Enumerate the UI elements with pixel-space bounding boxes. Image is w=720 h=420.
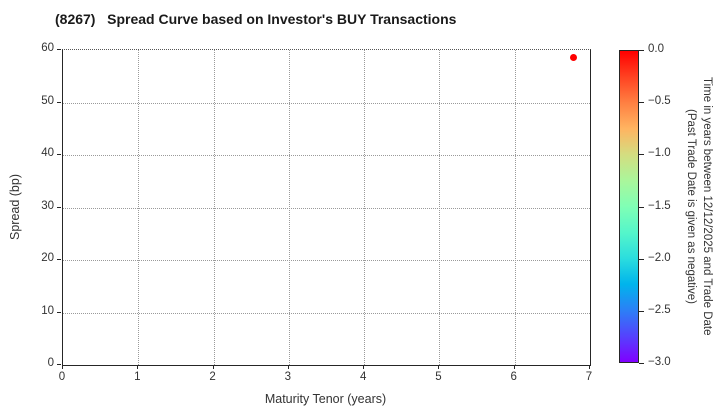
colorbar-tick-mark [639, 50, 644, 51]
y-tick-mark [57, 206, 61, 208]
colorbar-tick-mark [639, 206, 644, 208]
x-tick-mark [589, 365, 590, 369]
y-tick-mark [57, 154, 61, 155]
grid-line-vertical [213, 50, 215, 365]
grid-line-vertical [138, 50, 140, 365]
colorbar-tick-mark [639, 310, 644, 312]
colorbar-tick-mark [639, 363, 644, 364]
grid-line-horizontal [63, 312, 590, 314]
y-tick-mark [57, 101, 61, 103]
colorbar-label-line2: (Past Trade Date is given as negative) [685, 109, 697, 304]
y-tick-label: 50 [41, 94, 54, 107]
y-tick-mark [57, 259, 61, 260]
colorbar-tick-mark [639, 258, 644, 260]
x-tick-mark [438, 365, 440, 369]
grid-line-vertical [514, 50, 516, 365]
y-tick-mark [57, 49, 61, 50]
colorbar-tick-label: −1.0 [648, 147, 671, 160]
grid-line-horizontal [63, 207, 590, 209]
grid-line-vertical [288, 50, 290, 365]
y-axis-label: Spread (bp) [6, 49, 24, 364]
colorbar-tick-label: −2.5 [648, 303, 671, 316]
x-tick-mark [62, 365, 63, 369]
x-tick-label: 7 [585, 371, 593, 383]
colorbar-tick-label: −2.0 [648, 251, 671, 264]
plot-area [62, 49, 591, 366]
x-tick-label: 3 [284, 371, 292, 383]
y-tick-label: 0 [47, 357, 54, 369]
grid-line-horizontal [63, 155, 590, 156]
colorbar [619, 50, 639, 363]
x-tick-label: 1 [134, 371, 141, 383]
colorbar-tick-mark [639, 154, 644, 156]
x-tick-label: 4 [359, 371, 367, 383]
y-tick-label: 10 [41, 304, 54, 317]
y-tick-mark [57, 364, 61, 365]
colorbar-tick-label: −3.0 [648, 356, 671, 368]
y-tick-label: 60 [41, 42, 54, 54]
grid-line-vertical [439, 50, 441, 365]
x-tick-mark [363, 365, 365, 369]
chart-title: (8267) Spread Curve based on Investor's … [55, 11, 457, 27]
y-axis-label-text: Spread (bp) [8, 173, 23, 240]
x-tick-mark [287, 365, 289, 369]
data-point [570, 54, 578, 62]
grid-line-horizontal [63, 260, 590, 261]
x-tick-mark [137, 365, 139, 369]
x-tick-mark [513, 365, 515, 369]
x-tick-label: 5 [435, 371, 442, 383]
colorbar-tick-mark [639, 102, 644, 104]
colorbar-tick-label: −1.5 [648, 199, 671, 212]
colorbar-tick-label: 0.0 [648, 43, 664, 55]
colorbar-label: Time in years between 12/12/2025 and Tra… [683, 50, 715, 363]
x-tick-label: 6 [510, 371, 517, 383]
x-tick-label: 2 [209, 371, 216, 383]
grid-line-vertical [364, 50, 366, 365]
colorbar-label-line1: Time in years between 12/12/2025 and Tra… [701, 77, 713, 336]
y-tick-mark [57, 311, 61, 313]
grid-line-horizontal [63, 102, 590, 104]
y-tick-label: 40 [41, 147, 54, 159]
y-tick-label: 20 [41, 252, 54, 264]
x-tick-label: 0 [58, 371, 66, 383]
x-tick-mark [212, 365, 214, 369]
colorbar-tick-label: −0.5 [648, 95, 671, 108]
x-axis-label: Maturity Tenor (years) [264, 392, 387, 406]
y-tick-label: 30 [41, 199, 54, 212]
